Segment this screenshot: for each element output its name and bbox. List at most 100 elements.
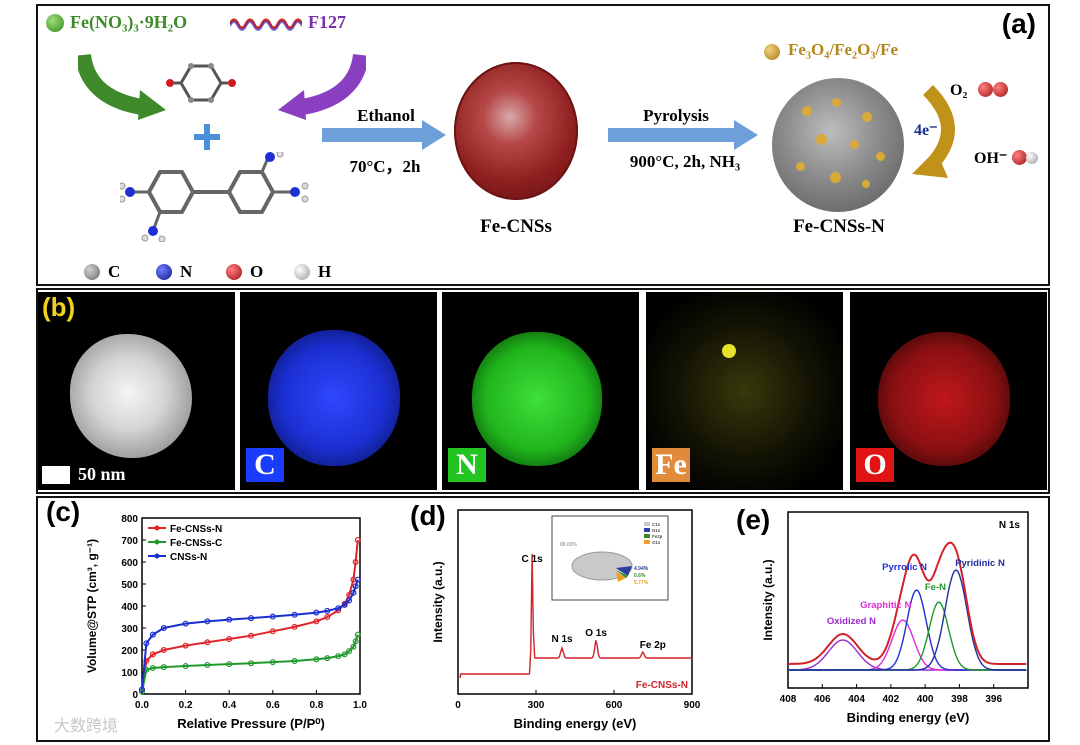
fe-nitrate-icon xyxy=(46,14,64,32)
pie-slice-fe2p xyxy=(616,570,628,578)
pie-legend-swatch xyxy=(644,540,650,544)
f127-label: F127 xyxy=(308,12,346,32)
pie-value-fe2p: 0.6% xyxy=(634,573,646,579)
purple-curved-arrow xyxy=(278,53,366,120)
step2-conditions: 900°C, 2h, NH₃ xyxy=(629,152,741,171)
panel-e-label: (e) xyxy=(736,504,771,535)
isotherm-point xyxy=(182,663,189,670)
panel-a-label: (a) xyxy=(1001,8,1036,39)
component-label: Pyridinic N xyxy=(955,558,1005,569)
pie-value-c1s: 88.69% xyxy=(560,542,578,548)
isotherm-point xyxy=(341,601,348,608)
envelope-curve xyxy=(788,541,1027,665)
isotherm-point xyxy=(226,661,233,668)
pie-legend-entry: C1s xyxy=(652,522,661,527)
isotherm-point xyxy=(354,536,361,543)
step2-arrow xyxy=(608,120,758,150)
x-tick-label: 398 xyxy=(951,694,968,705)
isotherm-point xyxy=(346,597,353,604)
edx-nitrogen-signal xyxy=(472,332,602,466)
isotherm-chart: 0 100 200 300 400 500 600 700 800 0.0 0.2 0.4 0.6 0.8… xyxy=(85,514,367,731)
pie-legend-swatch xyxy=(644,534,650,538)
fe-cnss-n-sphere xyxy=(772,78,904,212)
isotherm-point xyxy=(226,636,233,643)
y-tick-label: 300 xyxy=(121,624,138,635)
reaction-electrons-label: 4e⁻ xyxy=(914,122,938,139)
pie-legend-entry: Fe2p xyxy=(652,534,663,539)
haadf-particle xyxy=(70,334,192,458)
isotherm-point xyxy=(324,655,331,662)
edx-tag-c: C xyxy=(246,448,284,482)
isotherm-point xyxy=(313,656,320,663)
plus-icon xyxy=(194,124,220,150)
component-curve-0 xyxy=(788,639,1027,671)
x-tick-label: 900 xyxy=(684,700,701,711)
pie-value-o1s: 5.77% xyxy=(634,580,649,586)
isotherm-point xyxy=(204,639,211,646)
isotherm-point xyxy=(149,631,156,638)
series-label: Fe-CNSs-N xyxy=(636,680,688,691)
xps-spectrum xyxy=(459,553,692,679)
isotherm-point xyxy=(204,661,211,668)
fe-oxide-label: Fe₃O₄/Fe₂O₃/Fe xyxy=(788,40,899,59)
f127-polymer-icon xyxy=(230,18,302,31)
y-tick-label: 600 xyxy=(121,558,138,569)
x-axis-label: Binding energy (eV) xyxy=(847,710,970,725)
x-tick-label: 300 xyxy=(528,700,545,711)
reaction-o2-label: O₂ xyxy=(950,82,968,99)
panel-b-label: (b) xyxy=(42,292,76,322)
component-label: Pyrrolic N xyxy=(882,562,927,573)
green-curved-arrow xyxy=(78,53,166,120)
x-tick-label: 0.2 xyxy=(179,700,193,711)
peak-label: Fe 2p xyxy=(640,640,666,651)
isotherm-point xyxy=(313,618,320,625)
x-tick-label: 0 xyxy=(455,700,461,711)
edx-carbon-signal xyxy=(268,330,400,466)
x-axis-label: Binding energy (eV) xyxy=(514,716,637,731)
component-curve-3 xyxy=(788,601,1027,671)
isotherm-point xyxy=(324,613,331,620)
x-tick-label: 406 xyxy=(814,694,831,705)
isotherm-point xyxy=(182,642,189,649)
isotherm-point xyxy=(324,607,331,614)
component-label: Oxidized N xyxy=(827,616,876,627)
legend-marker xyxy=(154,553,160,559)
isotherm-point xyxy=(335,605,342,612)
x-tick-label: 408 xyxy=(780,694,797,705)
haadf-image: (b) 50 nm xyxy=(38,292,235,490)
y-tick-label: 500 xyxy=(121,580,138,591)
watermark: 大数跨境 xyxy=(54,716,119,735)
pie-legend-entry: O1s xyxy=(652,540,661,545)
edx-map-carbon: C xyxy=(240,292,437,490)
isotherm-point xyxy=(269,659,276,666)
nitrogen-atom-icon xyxy=(156,264,172,280)
reaction-oh-label: OH⁻ xyxy=(974,150,1008,167)
edx-tag-fe: Fe xyxy=(652,448,690,482)
y-tick-label: 100 xyxy=(121,668,138,679)
diaminobenzidine-molecule xyxy=(120,152,309,242)
component-label: Graphitic N xyxy=(860,600,911,611)
o2-molecule-icon xyxy=(978,82,1012,98)
atom-label-h: H xyxy=(318,262,332,281)
isotherm-point xyxy=(226,616,233,623)
y-tick-label: 800 xyxy=(121,514,138,525)
panel-a: (a) Fe(NO₃)₃·9H₂O F127 xyxy=(36,4,1050,286)
edx-map-nitrogen: N xyxy=(442,292,639,490)
plot-frame xyxy=(457,509,693,695)
isotherm-point xyxy=(149,665,156,672)
panel-cde xyxy=(36,496,1050,742)
peak-label: O 1s xyxy=(585,628,607,639)
isotherm-point xyxy=(291,658,298,665)
x-tick-label: 600 xyxy=(606,700,623,711)
y-axis-label: Intensity (a.u.) xyxy=(431,561,445,642)
benzoquinone-molecule xyxy=(166,63,236,103)
edx-map-oxygen: O xyxy=(850,292,1047,490)
legend-entry: CNSs-N xyxy=(170,552,207,563)
x-tick-label: 1.0 xyxy=(353,700,367,711)
step1-solvent: Ethanol xyxy=(357,106,415,125)
pie-legend-entry: N1s xyxy=(652,528,661,533)
x-tick-label: 0.6 xyxy=(266,700,280,711)
y-tick-label: 400 xyxy=(121,602,138,613)
oxygen-atom-icon xyxy=(226,264,242,280)
isotherm-line-2 xyxy=(141,579,359,690)
